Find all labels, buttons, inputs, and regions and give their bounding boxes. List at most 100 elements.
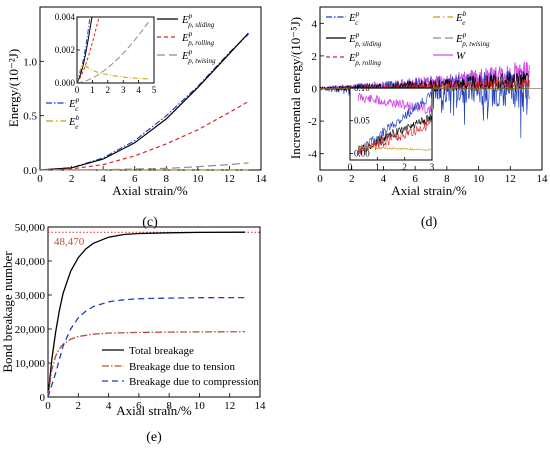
x-tick-label: 2 bbox=[349, 173, 355, 185]
chart-e-legend-tension: Breakage due to tension bbox=[102, 361, 235, 373]
chart-e-annotation: 48,470 bbox=[54, 236, 85, 248]
inset-y-tick-label: 0.004 bbox=[55, 12, 76, 22]
svg-text:W: W bbox=[456, 50, 466, 62]
inset-x-tick-label: 2 bbox=[402, 162, 407, 172]
inset-x-tick-label: 3 bbox=[430, 162, 435, 172]
x-tick-label: 10 bbox=[473, 173, 485, 185]
chart-c-legend-left: Ep c Eb e bbox=[46, 96, 80, 131]
chart-d-xlabel: Axial strain/% bbox=[391, 183, 467, 198]
y-tick-label: 0.0 bbox=[23, 165, 37, 177]
chart-c-series-line-3 bbox=[39, 100, 249, 171]
svg-text:Epc: Ep c bbox=[68, 96, 80, 113]
chart-d-legend: Ep c Ep p, sliding Ep p, rolling Eb e Ep p, t… bbox=[326, 10, 490, 67]
inset-x-tick-label: 0 bbox=[75, 85, 80, 95]
x-tick-label: 0 bbox=[317, 173, 323, 185]
y-tick-label: 40,000 bbox=[15, 256, 46, 268]
x-tick-label: 14 bbox=[537, 173, 549, 185]
chart-c-inset-yticks: 0.000 0.002 0.004 bbox=[55, 12, 80, 88]
chart-d-xticks: 0 2 4 6 8 10 12 14 bbox=[317, 166, 548, 185]
chart-c-inset-line-eb bbox=[76, 65, 151, 84]
chart-d-inset-line-eb bbox=[358, 145, 433, 152]
chart-e-xlabel: Axial strain/% bbox=[116, 403, 192, 418]
chart-c-yticks: 0.0 0.5 1.0 bbox=[23, 56, 44, 177]
chart-c-panel-label: (c) bbox=[142, 215, 158, 230]
chart-c: Energy/(10⁻²J) Axial strain/% (c) 0 2 4 6 8 1… bbox=[6, 6, 268, 230]
chart-d-panel-label: (d) bbox=[421, 215, 438, 230]
x-tick-label: 6 bbox=[136, 400, 142, 412]
svg-text:Epp, rolling: Ep p, rolling bbox=[181, 30, 215, 47]
chart-d-inset-line-ec bbox=[357, 91, 433, 156]
y-tick-label: 0 bbox=[312, 84, 318, 96]
chart-e-series-line-2 bbox=[47, 296, 245, 398]
chart-d-legend-twising: Ep p, twising bbox=[433, 31, 490, 48]
x-tick-label: 6 bbox=[412, 173, 418, 185]
x-tick-label: 10 bbox=[194, 400, 206, 412]
chart-e-frame bbox=[47, 226, 261, 398]
chart-d: Incremental energy/(10⁻⁵J) Axial strain/… bbox=[288, 6, 548, 230]
svg-text:Epp, rolling: Ep p, rolling bbox=[348, 50, 382, 67]
chart-c-ylabel: Energy/(10⁻²J) bbox=[6, 49, 21, 127]
chart-c-frame bbox=[39, 6, 262, 171]
x-tick-label: 2 bbox=[76, 400, 82, 412]
chart-d-inset-xticks: 0 1 2 3 bbox=[348, 157, 435, 172]
chart-c-legend-rolling: Ep p, rolling bbox=[157, 30, 215, 47]
chart-d-legend-sliding: Ep p, sliding bbox=[326, 31, 382, 48]
inset-x-tick-label: 1 bbox=[375, 162, 380, 172]
chart-d-legend-w: W bbox=[433, 50, 466, 62]
y-tick-label: -4 bbox=[308, 149, 318, 161]
x-tick-label: 0 bbox=[37, 173, 43, 185]
inset-y-tick-label: 0.00 bbox=[354, 148, 370, 158]
chart-c-legend-eb: Eb e bbox=[46, 114, 80, 131]
inset-y-tick-label: 0.05 bbox=[354, 116, 370, 126]
x-tick-label: 4 bbox=[381, 173, 387, 185]
x-tick-label: 8 bbox=[444, 173, 450, 185]
x-tick-label: 4 bbox=[100, 173, 106, 185]
inset-y-tick-label: 0.000 bbox=[55, 78, 76, 88]
inset-x-tick-label: 5 bbox=[152, 85, 157, 95]
x-tick-label: 8 bbox=[166, 400, 172, 412]
svg-text:Epp, sliding: Ep p, sliding bbox=[181, 12, 215, 29]
chart-e-panel-label: (e) bbox=[146, 430, 162, 445]
x-tick-label: 4 bbox=[106, 400, 112, 412]
y-tick-label: 0 bbox=[40, 392, 46, 404]
chart-d-inset-line-sliding bbox=[357, 113, 433, 154]
chart-d-inset-series bbox=[357, 91, 433, 156]
inset-x-tick-label: 0 bbox=[348, 162, 353, 172]
inset-y-tick-label: 0.10 bbox=[354, 83, 370, 93]
chart-c-legend-sliding: Ep p, sliding bbox=[157, 12, 215, 29]
chart-d-legend-ec: Ep c bbox=[326, 10, 360, 27]
chart-d-legend-rolling: Ep p, rolling bbox=[326, 50, 382, 67]
chart-c-inset-series bbox=[76, 16, 151, 84]
chart-c-series bbox=[39, 32, 249, 171]
svg-text:Epc: Ep c bbox=[348, 10, 360, 27]
x-tick-label: 6 bbox=[132, 173, 138, 185]
chart-e-series-line-1 bbox=[47, 331, 245, 398]
chart-c-legend-ec: Ep c bbox=[46, 96, 80, 113]
y-tick-label: 2 bbox=[312, 51, 318, 63]
svg-text:Total breakage: Total breakage bbox=[129, 345, 194, 357]
chart-d-inset-yticks: 0.00 0.05 0.10 bbox=[350, 83, 370, 158]
y-tick-label: 50,000 bbox=[15, 222, 46, 234]
svg-text:Epp, sliding: Ep p, sliding bbox=[348, 31, 382, 48]
chart-c-xlabel: Axial strain/% bbox=[112, 183, 188, 198]
chart-e-legend-total: Total breakage bbox=[102, 345, 194, 357]
svg-text:Ebe: Eb e bbox=[68, 114, 80, 131]
x-tick-label: 12 bbox=[224, 400, 235, 412]
x-tick-label: 10 bbox=[192, 173, 204, 185]
chart-e-ylabel: Bond breakage number bbox=[0, 251, 15, 373]
x-tick-label: 14 bbox=[256, 173, 268, 185]
chart-d-line-rolling bbox=[319, 77, 530, 92]
x-tick-label: 14 bbox=[255, 400, 267, 412]
chart-c-inset-line-rolling bbox=[76, 16, 100, 84]
chart-e-legend: Total breakage Breakage due to tension B… bbox=[102, 345, 259, 388]
y-tick-label: 30,000 bbox=[15, 290, 46, 302]
y-tick-label: 20,000 bbox=[15, 324, 46, 336]
y-tick-label: 0.5 bbox=[23, 111, 37, 123]
svg-text:Epp, twising: Ep p, twising bbox=[455, 31, 490, 48]
inset-x-tick-label: 2 bbox=[106, 85, 111, 95]
inset-x-tick-label: 4 bbox=[136, 85, 141, 95]
chart-c-inset-line-twising bbox=[76, 19, 151, 84]
svg-text:Breakage due to tension: Breakage due to tension bbox=[129, 361, 235, 373]
